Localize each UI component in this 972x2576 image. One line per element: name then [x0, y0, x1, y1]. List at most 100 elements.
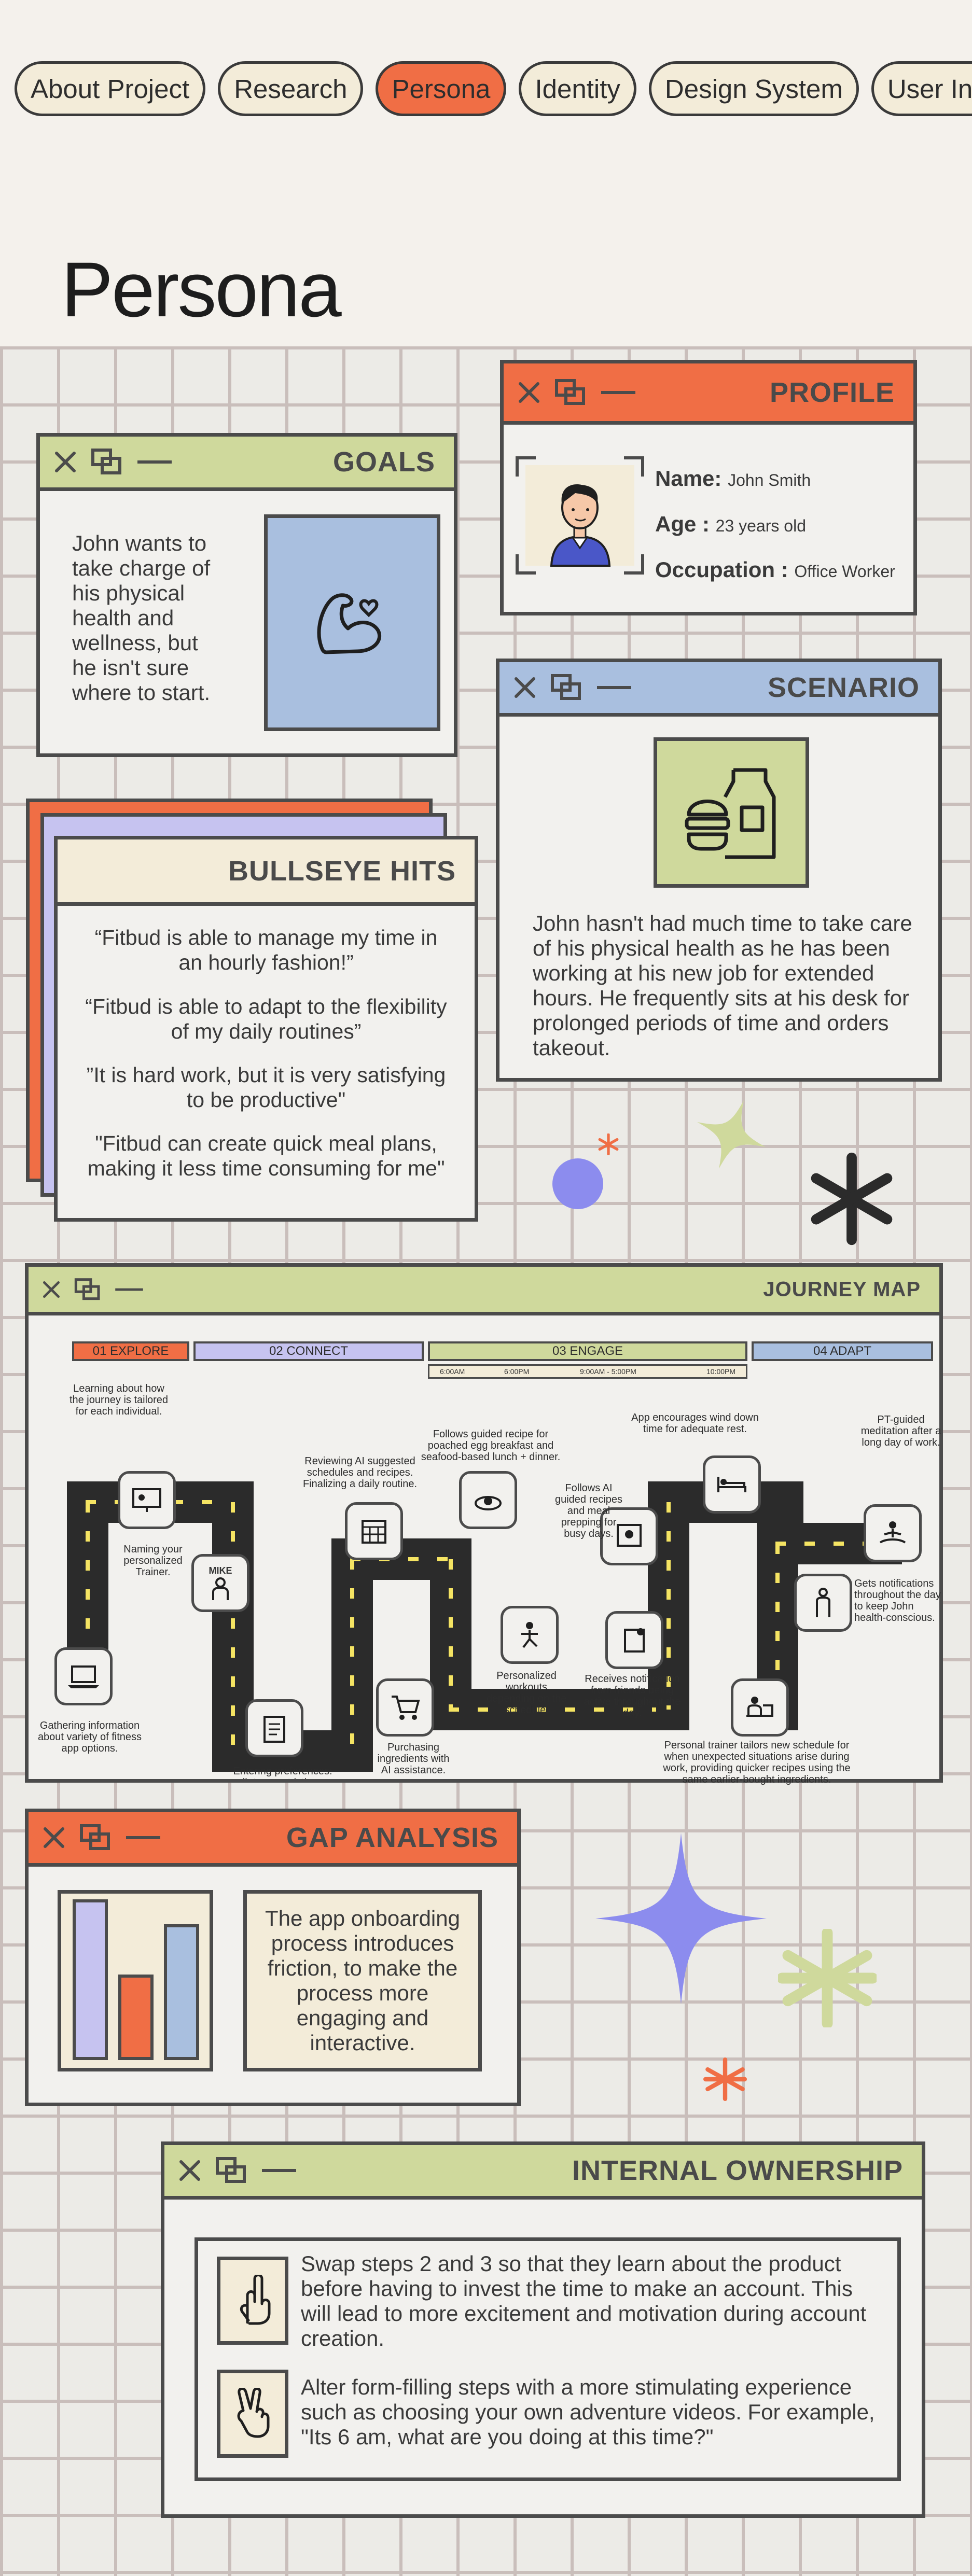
journey-node-laptop[interactable] — [54, 1647, 113, 1705]
name-value: John Smith — [728, 471, 811, 489]
clipboard-icon — [263, 1716, 285, 1743]
close-icon[interactable] — [512, 675, 538, 701]
nav-identity[interactable]: Identity — [519, 61, 636, 116]
internal-ownership-window: INTERNAL OWNERSHIP Swap steps 2 and 3 so… — [161, 2141, 925, 2518]
journey-node-form[interactable] — [245, 1699, 303, 1757]
journey-node-breakfast[interactable] — [459, 1471, 517, 1529]
journey-node-notification[interactable] — [605, 1611, 663, 1669]
journey-node-screen[interactable] — [118, 1471, 176, 1529]
cart-icon — [392, 1696, 420, 1720]
page-title: Persona — [61, 246, 342, 333]
asterisk-icon — [703, 2057, 747, 2101]
nav-design-system[interactable]: Design System — [648, 61, 859, 116]
close-icon[interactable] — [52, 449, 78, 475]
journey-node-reschedule[interactable] — [731, 1678, 789, 1737]
journey-node-notifications[interactable] — [794, 1574, 852, 1632]
gap-titlebar: GAP ANALYSIS — [29, 1812, 517, 1867]
egg-plate-icon — [475, 1496, 502, 1510]
scenario-titlebar: SCENARIO — [499, 662, 938, 717]
bullseye-titlebar: BULLSEYE HITS — [58, 839, 475, 906]
journey-title: JOURNEY MAP — [763, 1278, 921, 1300]
asterisk-icon — [598, 1133, 619, 1155]
minimize-icon[interactable] — [124, 1832, 162, 1843]
gap-text: The app onboarding process introduces fr… — [265, 1906, 460, 2055]
road-dash — [666, 1502, 671, 1710]
phase-explore: 01 EXPLORE — [72, 1341, 189, 1361]
caption-naming: Naming your personalized Trainer. — [123, 1544, 183, 1578]
close-icon[interactable] — [41, 1825, 67, 1851]
recipe-screen-icon — [617, 1524, 642, 1547]
phone-notification-icon — [624, 1628, 645, 1653]
road-dash — [449, 1707, 656, 1712]
gap-analysis-window: GAP ANALYSIS The app onboarding process … — [25, 1809, 521, 2106]
caption-friends: Receives notification from friends being… — [584, 1673, 681, 1719]
close-icon[interactable] — [41, 1279, 62, 1300]
minimize-icon[interactable] — [599, 387, 637, 398]
phase-connect: 02 CONNECT — [193, 1341, 424, 1361]
close-icon[interactable] — [177, 2158, 203, 2183]
window-icon[interactable] — [91, 448, 123, 476]
asterisk-icon — [811, 1152, 893, 1245]
asterisk-icon — [778, 1929, 877, 2027]
minimize-icon[interactable] — [135, 457, 174, 467]
bullseye-title: BULLSEYE HITS — [228, 855, 456, 887]
ownership-icon-1 — [217, 2257, 288, 2345]
caption-meditation: PT-guided meditation after a long day of… — [860, 1414, 941, 1448]
caption-recipe: Follows guided recipe for poached egg br… — [421, 1429, 561, 1463]
minimize-icon[interactable] — [260, 2165, 298, 2176]
monitor-icon — [132, 1488, 161, 1512]
desk-worker-icon — [746, 1697, 773, 1717]
nav-about-project[interactable]: About Project — [15, 61, 206, 116]
caption-winddown: App encourages wind down time for adequa… — [631, 1412, 759, 1435]
phase-engage: 03 ENGAGE — [428, 1341, 747, 1361]
ownership-list: Swap steps 2 and 3 so that they learn ab… — [195, 2237, 901, 2481]
road-dash — [449, 1559, 453, 1710]
window-icon[interactable] — [550, 674, 582, 702]
profile-details: Name: John Smith Age : 23 years old Occu… — [655, 456, 895, 593]
circle-decoration — [552, 1158, 603, 1209]
goals-window: GOALS John wants to take charge of his p… — [36, 433, 457, 757]
window-icon[interactable] — [79, 1824, 112, 1852]
journey-node-cart[interactable] — [376, 1678, 434, 1737]
window-icon[interactable] — [74, 1278, 101, 1301]
age-value: 23 years old — [715, 516, 806, 535]
bullseye-quote-1: “Fitbud is able to manage my time in an … — [94, 926, 438, 974]
trainer-name: MIKE — [209, 1565, 232, 1576]
gap-text-box: The app onboarding process introduces fr… — [243, 1890, 482, 2071]
chart-bar — [164, 1924, 199, 2060]
minimize-icon[interactable] — [595, 682, 633, 693]
top-nav: About Project Research Persona Identity … — [15, 61, 972, 116]
close-icon[interactable] — [516, 380, 542, 405]
minimize-icon[interactable] — [114, 1284, 145, 1295]
chart-bar — [118, 1975, 154, 2060]
chart-bar — [73, 1899, 108, 2060]
time-workday: 9:00AM - 5:00PM — [580, 1367, 636, 1376]
journey-node-trainer[interactable]: MIKE — [191, 1554, 249, 1612]
time-10pm: 10:00PM — [706, 1367, 736, 1376]
scenario-title: SCENARIO — [767, 672, 920, 703]
nav-persona[interactable]: Persona — [376, 61, 507, 116]
goals-illustration — [264, 514, 440, 731]
profile-titlebar: PROFILE — [504, 363, 913, 425]
journey-node-schedule[interactable] — [345, 1502, 403, 1560]
journey-node-workout[interactable] — [501, 1606, 559, 1664]
scenario-illustration — [654, 737, 809, 888]
phase-adapt: 04 ADAPT — [752, 1341, 933, 1361]
window-icon[interactable] — [554, 379, 587, 407]
journey-node-mealprep[interactable] — [600, 1507, 658, 1565]
nav-research[interactable]: Research — [218, 61, 364, 116]
hand-one-icon — [240, 2275, 271, 2325]
road-dash — [231, 1502, 235, 1751]
person-phone-icon — [816, 1588, 830, 1617]
road-dash — [775, 1542, 890, 1546]
journey-node-winddown[interactable] — [703, 1455, 761, 1514]
caption-learning: Learning about how the journey is tailor… — [69, 1383, 169, 1417]
nav-user-interface[interactable]: User Interface — [871, 61, 972, 116]
road-dash — [775, 1544, 780, 1715]
calendar-icon — [362, 1520, 386, 1544]
window-icon[interactable] — [215, 2157, 247, 2185]
caption-notifications: Gets notifications throughout the day to… — [854, 1578, 941, 1623]
journey-node-meditation[interactable] — [864, 1504, 922, 1562]
bed-icon — [717, 1477, 746, 1492]
bullseye-quote-2: “Fitbud is able to adapt to the flexibil… — [85, 995, 447, 1043]
